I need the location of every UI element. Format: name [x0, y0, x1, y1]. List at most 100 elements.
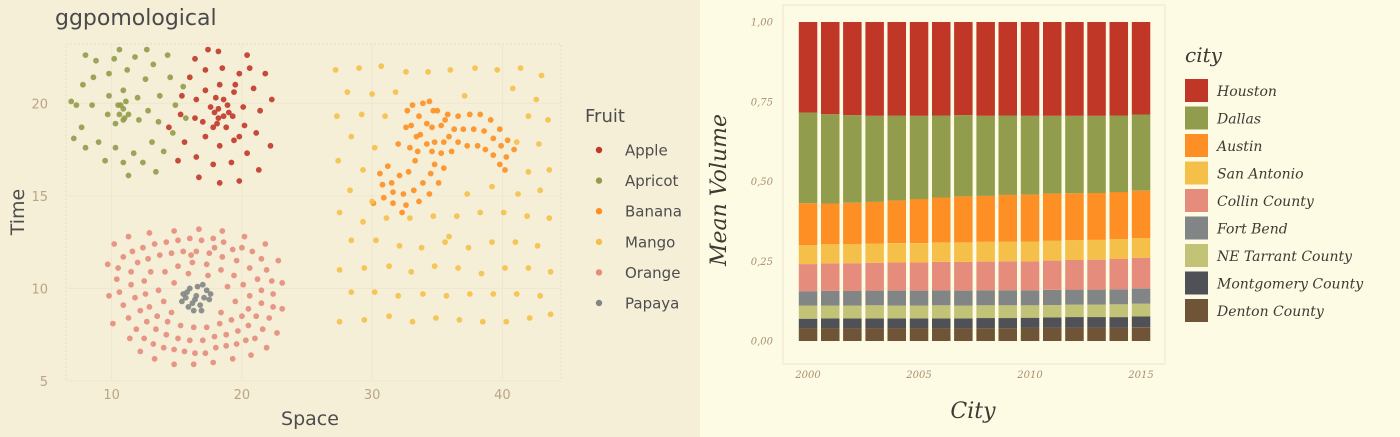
scatter-point-banana: [414, 148, 421, 155]
scatter-point-mango: [453, 213, 460, 220]
scatter-point-apple: [166, 124, 172, 131]
scatter-point-banana: [466, 111, 473, 118]
scatter-point-apple: [205, 46, 211, 53]
bar-segment-ne-tarrant-county: [1065, 304, 1084, 317]
scatter-point-apple: [220, 96, 227, 103]
bar-segment-austin: [1020, 194, 1040, 242]
scatter-point-orange: [177, 322, 184, 329]
scatter-point-orange: [242, 337, 249, 344]
scatter-point-apricot: [142, 76, 149, 83]
scatter-point-orange: [137, 348, 144, 355]
scatter-point-apple: [214, 120, 221, 127]
scatter-point-apricot: [102, 157, 108, 164]
scatter-point-orange: [223, 342, 230, 349]
scatter-point-banana: [423, 120, 430, 127]
bar-segment-san-antonio: [1043, 240, 1062, 261]
scatter-point-apple: [229, 113, 236, 120]
scatter-point-orange: [125, 315, 132, 321]
scatter-point-mango: [392, 89, 399, 95]
scatter-point-orange: [116, 289, 123, 295]
scatter-point-apricot: [111, 55, 118, 62]
left-legend-key-apricot: [595, 177, 603, 184]
scatter-point-apple: [244, 150, 251, 157]
scatter-point-apricot: [120, 87, 127, 94]
scatter-point-banana: [511, 146, 517, 153]
bar-segment-austin: [843, 202, 862, 245]
scatter-point-apple: [215, 105, 222, 112]
scatter-point-mango: [515, 191, 521, 197]
bar-segment-ne-tarrant-county: [976, 305, 995, 319]
bar-segment-collin-county: [821, 263, 840, 291]
left-y-ticks: 5 10 15 20: [31, 97, 48, 390]
left-chart-background: [0, 0, 700, 437]
scatter-point-orange: [232, 298, 239, 305]
right-x-tick-label: 2000: [794, 370, 821, 381]
scatter-point-banana: [502, 167, 508, 173]
left-legend-key-papaya: [595, 299, 603, 307]
bar-segment-denton-county: [954, 328, 973, 341]
scatter-point-apricot: [172, 102, 179, 108]
bar-segment-houston: [1065, 22, 1084, 116]
scatter-point-banana: [482, 146, 489, 153]
right-x-tick-label: 2005: [905, 370, 931, 381]
bar-segment-ne-tarrant-county: [1020, 305, 1040, 318]
bar-segment-ne-tarrant-county: [843, 305, 862, 319]
scatter-point-banana: [490, 152, 497, 159]
bar-segment-san-antonio: [1065, 240, 1084, 260]
scatter-point-orange: [189, 259, 196, 266]
scatter-point-orange: [263, 344, 270, 351]
scatter-point-orange: [274, 330, 280, 336]
scatter-point-mango: [371, 289, 378, 295]
scatter-point-orange: [147, 268, 154, 275]
scatter-point-apple: [236, 70, 243, 77]
scatter-point-orange: [263, 267, 270, 273]
scatter-point-apricot: [150, 61, 157, 68]
scatter-point-orange: [279, 305, 286, 312]
scatter-point-papaya: [180, 291, 187, 297]
left-legend-key-banana: [595, 208, 603, 215]
bar-segment-dallas: [843, 115, 862, 203]
bar-segment-houston: [1109, 22, 1128, 116]
right-legend-label: Austin: [1215, 139, 1262, 155]
bar-segment-dallas: [1109, 115, 1128, 193]
scatter-point-mango: [478, 270, 485, 277]
bar-segment-dallas: [909, 115, 929, 200]
scatter-point-banana: [390, 189, 396, 196]
scatter-point-apple: [257, 107, 263, 114]
bar-segment-fort-bend: [976, 290, 995, 306]
scatter-point-orange: [140, 244, 146, 251]
bar-segment-montgomery-county: [1087, 317, 1106, 328]
bar-segment-austin: [932, 197, 951, 243]
scatter-point-orange: [219, 254, 226, 260]
right-legend-swatch-austin: [1185, 134, 1208, 157]
bar-segment-fort-bend: [932, 290, 951, 306]
scatter-point-orange: [106, 292, 112, 299]
scatter-point-banana: [412, 157, 418, 164]
scatter-point-apricot: [169, 130, 176, 136]
scatter-point-apple: [175, 157, 181, 164]
scatter-point-mango: [524, 213, 530, 220]
scatter-point-orange: [104, 261, 111, 268]
scatter-point-mango: [547, 311, 554, 318]
scatter-point-orange: [218, 267, 224, 273]
bar-segment-dallas: [798, 112, 818, 204]
bar-segment-montgomery-county: [998, 318, 1017, 329]
scatter-point-orange: [231, 272, 237, 279]
bar-segment-denton-county: [865, 328, 884, 341]
left-y-axis-title: Time: [7, 189, 29, 237]
scatter-point-mango: [361, 265, 368, 271]
bar-segment-dallas: [998, 115, 1017, 195]
scatter-point-orange: [190, 361, 197, 368]
bar-segment-san-antonio: [1131, 238, 1151, 258]
scatter-point-apricot: [132, 54, 138, 60]
scatter-point-apple: [186, 74, 193, 81]
scatter-point-apple: [232, 81, 239, 88]
scatter-point-mango: [378, 63, 385, 70]
bar-segment-san-antonio: [865, 243, 884, 263]
scatter-point-banana: [451, 126, 458, 133]
right-y-tick-label: 1,00: [751, 18, 774, 29]
bar-segment-houston: [821, 22, 840, 115]
scatter-point-apple: [223, 124, 230, 131]
scatter-point-apple: [253, 130, 260, 136]
bar-segment-denton-county: [1109, 327, 1128, 341]
